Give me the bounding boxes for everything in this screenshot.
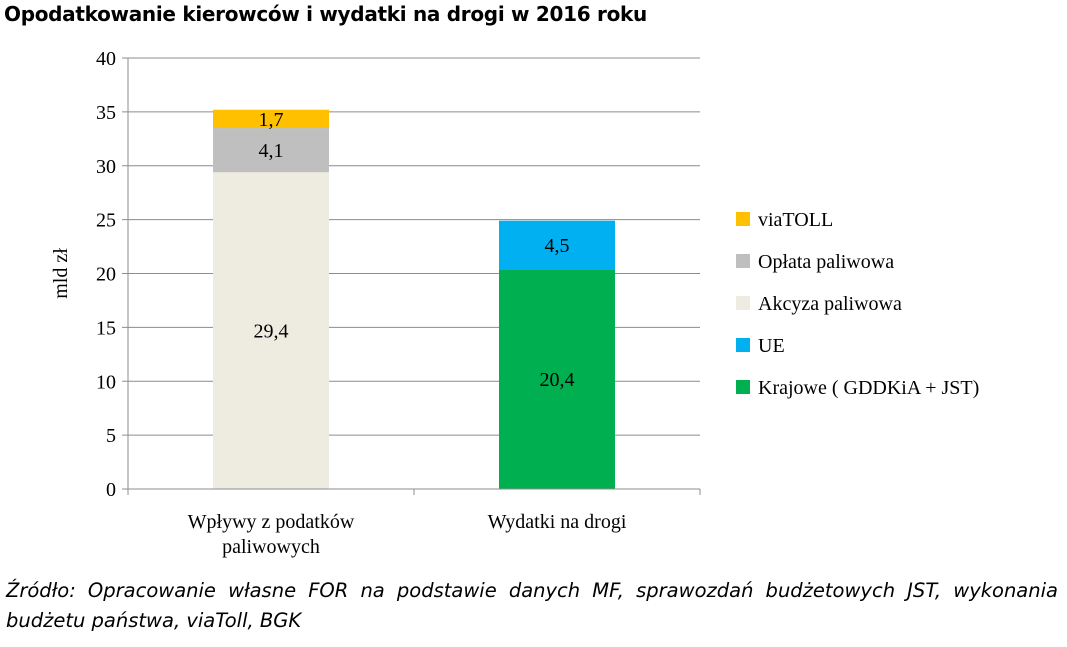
legend-label: viaTOLL	[758, 209, 833, 231]
x-category-label: Wpływy z podatków paliwowych	[188, 511, 355, 558]
bars: 20,4 4,5 29,4 4,1 1,7	[213, 109, 615, 489]
source-note: Źródło: Opracowanie własne FOR na podsta…	[6, 579, 1058, 632]
data-label: 29,4	[254, 321, 289, 343]
x-category-label-line: Wpływy z podatków	[188, 511, 355, 533]
x-category-label: Wydatki na drogi	[488, 511, 627, 533]
y-axis-label: mld zł	[50, 248, 72, 299]
legend-swatch	[736, 296, 750, 310]
chart-title: Opodatkowanie kierowców i wydatki na dro…	[4, 2, 647, 26]
y-tick-label: 20	[96, 264, 116, 286]
bar-segment	[499, 269, 615, 489]
legend-swatch	[736, 254, 750, 268]
y-tick-label: 25	[96, 210, 116, 232]
y-tick-label: 35	[96, 102, 116, 124]
data-label: 1,7	[259, 109, 284, 131]
legend: viaTOLL Opłata paliwowa Akcyza paliwowa UE K…	[736, 209, 979, 399]
legend-swatch	[736, 380, 750, 394]
y-tick-label: 15	[96, 317, 116, 339]
legend-label: Krajowe ( GDDKiA + JST)	[758, 377, 979, 399]
data-label: 20,4	[540, 369, 575, 391]
bar-segment	[499, 220, 615, 270]
axes: 0 5 10 15 20 25 30 35 40 Wpływy z podatków paliwow…	[50, 48, 701, 558]
data-label: 4,1	[259, 140, 284, 162]
y-tick-label: 10	[96, 371, 116, 393]
legend-swatch	[736, 338, 750, 352]
y-tick-label: 5	[106, 425, 116, 447]
y-tick-label: 40	[96, 48, 116, 70]
bar-segment	[213, 172, 329, 489]
legend-swatch	[736, 212, 750, 226]
legend-label: Akcyza paliwowa	[758, 293, 902, 315]
y-tick-label: 0	[106, 479, 116, 501]
y-tick-label: 30	[96, 156, 116, 178]
bar-segment	[213, 109, 329, 129]
x-category-label-line: paliwowych	[222, 536, 320, 558]
x-category-label-line: Wydatki na drogi	[488, 511, 627, 533]
legend-label: UE	[758, 335, 785, 357]
data-label: 4,5	[545, 235, 570, 257]
bar-segment	[213, 128, 329, 173]
legend-label: Opłata paliwowa	[758, 251, 894, 273]
